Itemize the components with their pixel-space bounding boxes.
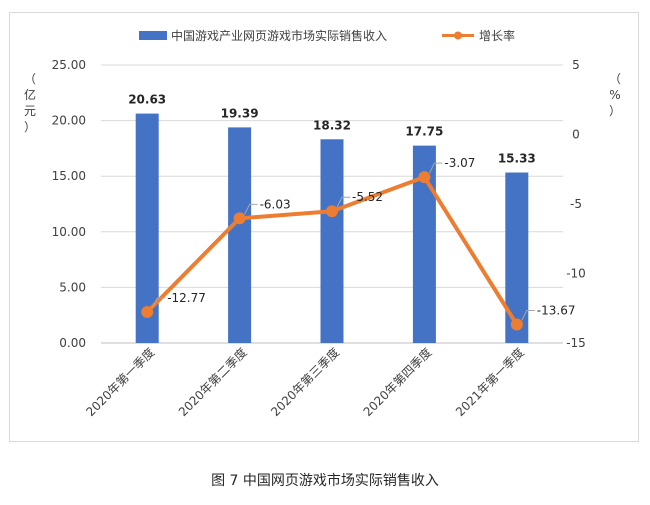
bar-value-label: 20.63	[128, 93, 166, 107]
left-tick-label: 25.00	[52, 58, 86, 72]
right-axis-unit: （	[609, 72, 621, 86]
right-tick-label: -5	[570, 197, 582, 211]
legend: 中国游戏产业网页游戏市场实际销售收入 增长率	[139, 28, 515, 43]
growth-value-label: -13.67	[537, 304, 576, 318]
x-axis-label: 2020年第三季度	[267, 345, 342, 420]
right-axis-unit: ）	[609, 104, 621, 118]
growth-value-label: -3.07	[444, 156, 475, 170]
growth-point	[141, 306, 154, 319]
bar	[228, 127, 252, 343]
left-axis-unit: 元	[24, 104, 36, 118]
growth-point	[510, 318, 523, 331]
line-series: -12.77 -6.03 -5.52 -3.07 -13.67	[141, 156, 576, 331]
right-tick-label: -10	[566, 267, 586, 281]
bar	[412, 145, 436, 343]
bar-value-label: 19.39	[221, 106, 259, 120]
left-tick-label: 10.00	[52, 225, 86, 239]
bar-value-label: 18.32	[313, 118, 351, 132]
right-axis-ticks: -15 -10 -5 0 5	[566, 58, 586, 350]
axis-units: （亿元）（%）	[24, 72, 621, 134]
legend-bar-swatch	[139, 31, 167, 40]
label-leader	[428, 162, 443, 174]
x-axis-label: 2021年第一季度	[452, 345, 527, 420]
right-tick-label: 5	[572, 58, 580, 72]
left-axis-unit: （	[24, 72, 36, 86]
x-axis-label: 2020年第二季度	[175, 345, 250, 420]
chart-frame: 20.63 19.39 18.32 17.75 15.33 -12.77 -6.03 -5.…	[9, 12, 639, 442]
bar	[320, 139, 344, 343]
bar	[135, 113, 159, 344]
bar	[505, 172, 529, 343]
x-axis-label: 2020年第一季度	[83, 345, 158, 420]
growth-point	[326, 205, 338, 218]
label-leader	[151, 297, 166, 309]
growth-value-label: -12.77	[167, 291, 206, 305]
combo-chart: 20.63 19.39 18.32 17.75 15.33 -12.77 -6.03 -5.…	[24, 28, 621, 420]
left-tick-label: 20.00	[52, 114, 86, 128]
right-tick-label: -15	[566, 336, 586, 350]
growth-point	[418, 171, 431, 184]
growth-point	[233, 212, 246, 225]
bar-value-label: 17.75	[405, 125, 443, 139]
growth-value-label: -6.03	[260, 197, 291, 211]
bar-value-label: 15.33	[498, 152, 536, 166]
legend-line-label: 增长率	[479, 28, 515, 43]
left-tick-label: 5.00	[59, 280, 86, 294]
legend-line-marker	[454, 31, 462, 40]
legend-bar-label: 中国游戏产业网页游戏市场实际销售收入	[171, 28, 387, 43]
right-tick-label: 0	[572, 128, 580, 142]
label-leader	[336, 196, 350, 208]
bar-series: 20.63 19.39 18.32 17.75 15.33	[128, 93, 536, 344]
left-axis-unit: 亿	[24, 87, 36, 102]
left-axis-ticks: 0.00 5.00 10.00 15.00 20.00 25.00	[52, 58, 86, 350]
left-tick-label: 15.00	[52, 169, 86, 183]
left-tick-label: 0.00	[59, 336, 86, 350]
growth-value-label: -5.52	[352, 190, 383, 204]
left-axis-unit: ）	[24, 120, 36, 134]
figure-caption: 图 7 中国网页游戏市场实际销售收入	[211, 473, 439, 489]
x-axis-labels: 2020年第一季度 2020年第二季度 2020年第三季度 2020年第四季度 2021…	[83, 345, 527, 420]
right-axis-unit: %	[609, 88, 620, 102]
x-axis-label: 2020年第四季度	[360, 345, 435, 420]
label-leader	[521, 310, 535, 321]
label-leader	[244, 203, 258, 215]
